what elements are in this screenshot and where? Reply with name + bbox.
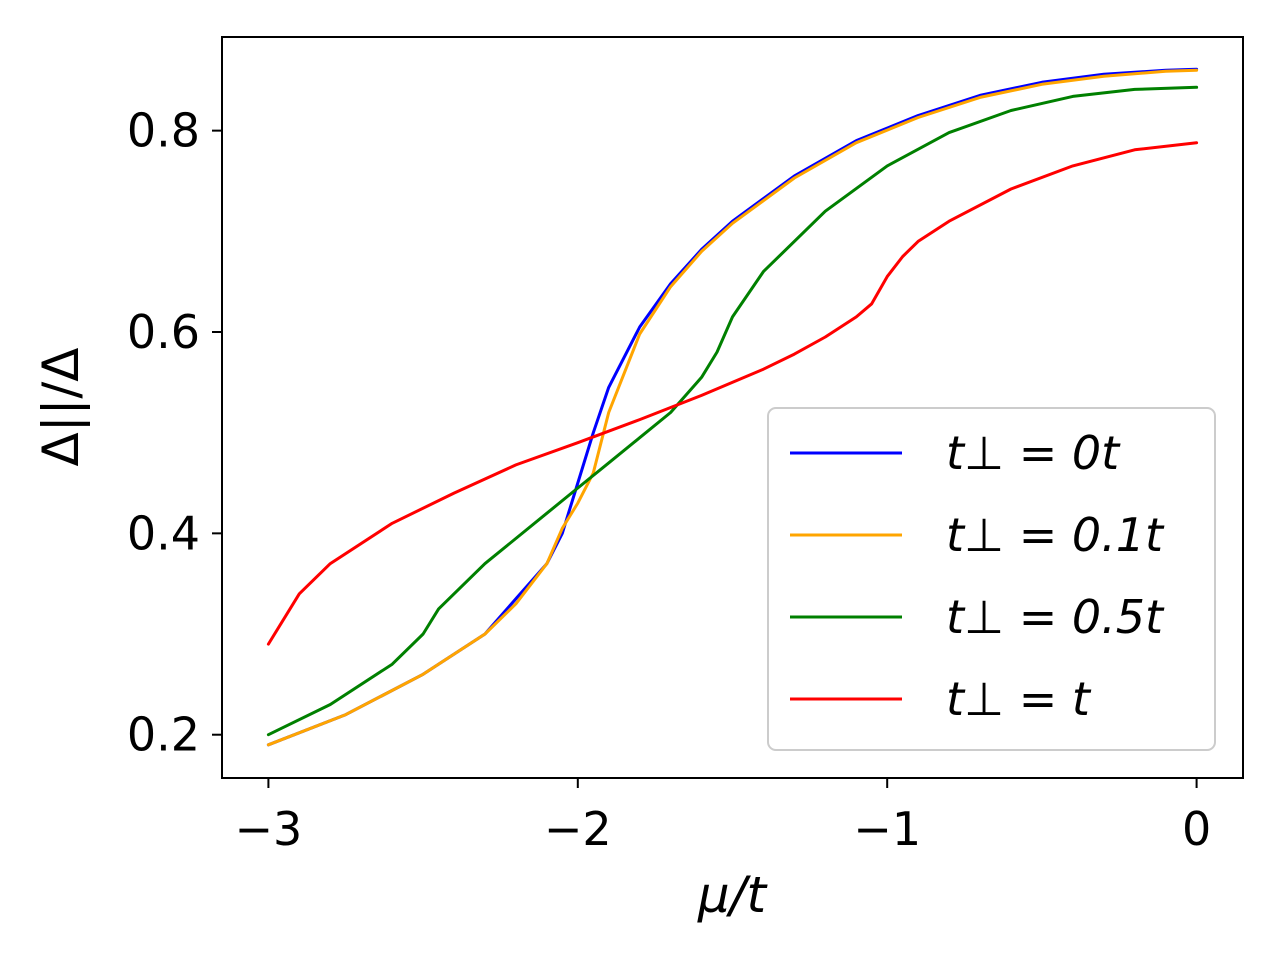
legend-frame bbox=[767, 407, 1216, 751]
x-axis-ticks: −3 −2 −1 0 bbox=[235, 778, 1211, 856]
x-tick-label: 0 bbox=[1182, 802, 1211, 856]
legend-label-1: t⊥ = 0.1t bbox=[946, 508, 1165, 562]
y-tick-label: 0.2 bbox=[127, 708, 200, 762]
legend-label-3: t⊥ = t bbox=[946, 672, 1092, 726]
x-axis-label: μ/t bbox=[697, 866, 769, 924]
y-tick-label: 0.4 bbox=[127, 506, 200, 560]
legend: t⊥ = 0t t⊥ = 0.1t t⊥ = 0.5t t⊥ = t bbox=[767, 407, 1216, 751]
x-tick-label: −3 bbox=[235, 802, 303, 856]
y-axis-ticks: 0.2 0.4 0.6 0.8 bbox=[127, 104, 222, 762]
series-line-1 bbox=[266, 68, 1199, 747]
series-line-3 bbox=[266, 141, 1199, 646]
y-tick-label: 0.6 bbox=[127, 305, 200, 359]
y-tick-label: 0.8 bbox=[127, 104, 200, 158]
legend-label-0: t⊥ = 0t bbox=[946, 426, 1121, 480]
series-line-2 bbox=[266, 85, 1199, 737]
x-tick-label: −2 bbox=[544, 802, 612, 856]
legend-items: t⊥ = 0t t⊥ = 0.1t t⊥ = 0.5t t⊥ = t bbox=[790, 426, 1165, 726]
x-tick-label: −1 bbox=[853, 802, 921, 856]
y-axis-label: Δ||/Δ bbox=[32, 348, 90, 467]
legend-label-2: t⊥ = 0.5t bbox=[946, 590, 1165, 644]
series-layer bbox=[266, 67, 1199, 747]
series-line-0 bbox=[266, 67, 1199, 747]
